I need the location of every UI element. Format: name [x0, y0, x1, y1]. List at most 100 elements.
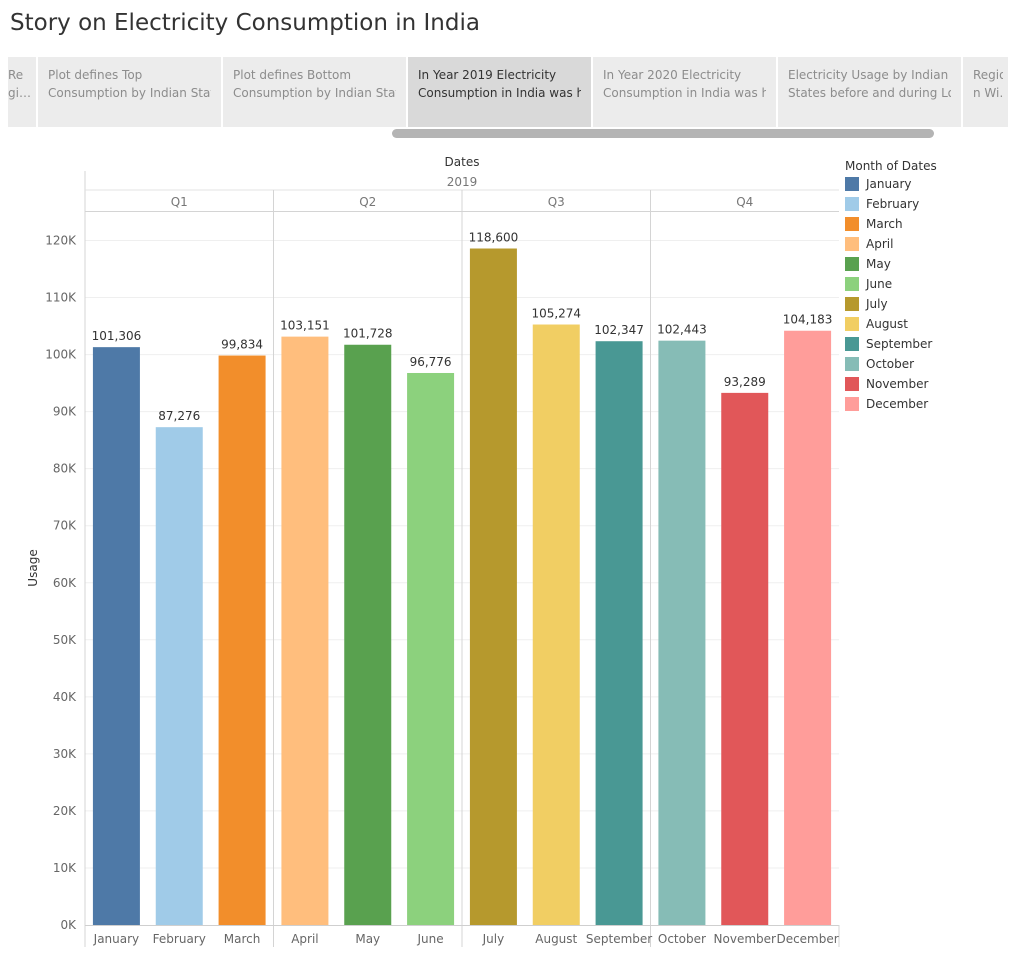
bar-november: [721, 392, 769, 926]
y-tick-label: 90K: [53, 405, 77, 419]
bar-april: [281, 336, 329, 925]
legend-label: December: [866, 397, 929, 411]
legend-item-february[interactable]: February: [845, 194, 937, 214]
story-point-6[interactable]: Electricity Usage by Indian States before…: [778, 57, 961, 127]
story-point-caption: Regio: [973, 68, 1003, 82]
legend-item-august[interactable]: August: [845, 314, 937, 334]
bar-january: [92, 347, 140, 925]
story-navigator: Re gi… Plot defines Top Consumption by Indi…: [8, 57, 1008, 127]
legend-item-september[interactable]: September: [845, 334, 937, 354]
legend-item-january[interactable]: January: [845, 174, 937, 194]
story-point-caption: Consumption by Indian Stat…: [233, 86, 396, 100]
legend-item-november[interactable]: November: [845, 374, 937, 394]
story-point-caption: Plot defines Bottom: [233, 68, 352, 82]
legend-swatch: [845, 377, 859, 391]
legend-item-march[interactable]: March: [845, 214, 937, 234]
legend-swatch: [845, 297, 859, 311]
legend-label: August: [866, 317, 908, 331]
y-tick-label: 110K: [45, 291, 77, 305]
y-tick-label: 80K: [53, 462, 77, 476]
quarter-header: Q1: [171, 195, 188, 209]
story-point-1[interactable]: Re gi…: [8, 57, 36, 127]
x-tick-label: May: [355, 932, 380, 946]
legend-swatch: [845, 317, 859, 331]
legend-label: January: [866, 177, 912, 191]
x-tick-label: April: [291, 932, 318, 946]
story-point-caption: Consumption by Indian Stat…: [48, 86, 211, 100]
story-point-caption: In Year 2019 Electricity: [418, 68, 557, 82]
story-point-caption: Electricity Usage by Indian: [788, 68, 949, 82]
legend-item-may[interactable]: May: [845, 254, 937, 274]
story-point-7[interactable]: Regio n Wi…: [963, 57, 1008, 127]
y-tick-label: 10K: [53, 861, 77, 875]
quarter-header: Q4: [736, 195, 753, 209]
x-tick-label: November: [714, 932, 776, 946]
story-point-3[interactable]: Plot defines Bottom Consumption by Indian…: [223, 57, 406, 127]
story-point-caption: Re: [8, 68, 24, 82]
bar-june: [407, 372, 455, 925]
bar-may: [344, 344, 392, 925]
legend-swatch: [845, 257, 859, 271]
legend-title: Month of Dates: [845, 159, 937, 173]
legend-swatch: [845, 237, 859, 251]
y-tick-label: 60K: [53, 576, 77, 590]
story-point-caption: Consumption in India was h…: [603, 86, 766, 100]
legend-label: February: [866, 197, 920, 211]
data-label: 87,276: [158, 409, 200, 423]
legend-item-june[interactable]: June: [845, 274, 937, 294]
x-tick-label: January: [93, 932, 140, 946]
y-tick-label: 50K: [53, 633, 77, 647]
bar-december: [784, 330, 832, 925]
y-tick-label: 120K: [45, 234, 77, 248]
data-label: 101,728: [343, 327, 393, 341]
story-point-4[interactable]: In Year 2019 Electricity Consumption in I…: [408, 57, 591, 127]
bar-september: [595, 341, 643, 925]
data-label: 104,183: [783, 313, 833, 327]
y-tick-label: 100K: [45, 348, 77, 362]
legend-swatch: [845, 357, 859, 371]
data-label: 102,443: [657, 323, 707, 337]
story-point-2[interactable]: Plot defines Top Consumption by Indian St…: [38, 57, 221, 127]
legend-item-december[interactable]: December: [845, 394, 937, 414]
x-tick-label: June: [417, 932, 444, 946]
story-navigator-scrollbar[interactable]: [392, 129, 934, 138]
legend-label: March: [866, 217, 903, 231]
data-label: 118,600: [469, 231, 519, 245]
y-axis-title: Usage: [26, 549, 40, 586]
data-label: 103,151: [280, 319, 330, 333]
y-tick-label: 40K: [53, 690, 77, 704]
legend-swatch: [845, 197, 859, 211]
year-header: 2019: [447, 175, 478, 189]
x-tick-label: October: [658, 932, 706, 946]
legend-item-april[interactable]: April: [845, 234, 937, 254]
y-tick-label: 70K: [53, 519, 77, 533]
legend-item-july[interactable]: July: [845, 294, 937, 314]
x-tick-label: July: [482, 932, 505, 946]
story-point-caption: In Year 2020 Electricity: [603, 68, 742, 82]
quarter-header: Q3: [548, 195, 565, 209]
y-tick-label: 0K: [60, 918, 77, 932]
story-point-caption: Consumption in India was h…: [418, 86, 581, 100]
legend-swatch: [845, 277, 859, 291]
bar-march: [218, 355, 266, 925]
legend-swatch: [845, 397, 859, 411]
story-point-5[interactable]: In Year 2020 Electricity Consumption in I…: [593, 57, 776, 127]
x-tick-label: August: [535, 932, 577, 946]
story-point-caption: Plot defines Top: [48, 68, 143, 82]
legend-label: October: [866, 357, 915, 371]
data-label: 93,289: [724, 375, 766, 389]
column-header-title: Dates: [445, 155, 480, 169]
x-tick-label: September: [586, 932, 652, 946]
legend-label: July: [866, 297, 888, 311]
data-label: 101,306: [92, 329, 142, 343]
legend-label: November: [866, 377, 929, 391]
legend-item-october[interactable]: October: [845, 354, 937, 374]
x-tick-label: December: [776, 932, 838, 946]
story-point-caption: n Wi…: [973, 86, 1003, 100]
story-point-caption: gi…: [8, 86, 31, 100]
legend-swatch: [845, 337, 859, 351]
bar-october: [658, 340, 706, 925]
legend-swatch: [845, 217, 859, 231]
legend-label: September: [866, 337, 933, 351]
